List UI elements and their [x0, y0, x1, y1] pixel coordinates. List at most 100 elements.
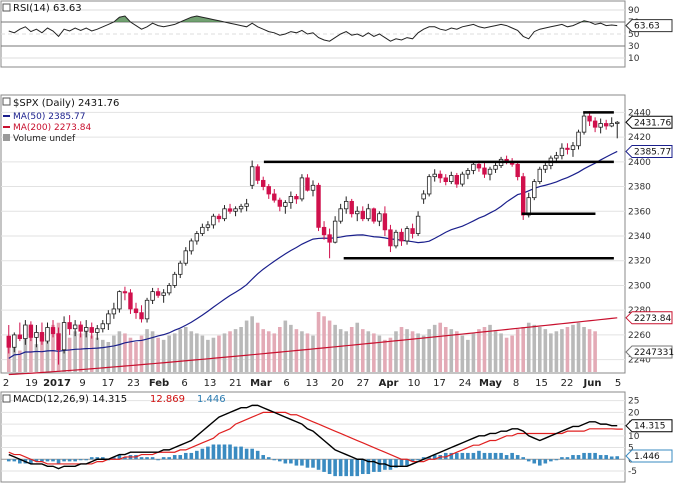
volume-bar: [244, 320, 249, 372]
candle: [404, 226, 410, 245]
volume-bar: [372, 333, 376, 372]
candle: [144, 297, 150, 323]
macd-histogram-bar: [305, 459, 310, 468]
volume-bar: [416, 333, 420, 372]
macd-histogram-bar: [455, 452, 459, 460]
candle: [12, 332, 17, 353]
macd-histogram-bar: [477, 450, 481, 460]
macd-histogram-bar: [427, 457, 431, 460]
candle: [371, 207, 377, 224]
volume-bar: [95, 337, 100, 372]
macd-histogram-bar: [294, 459, 299, 466]
last-price-tag: 2431.76: [625, 115, 673, 129]
candle: [609, 117, 614, 128]
macd-histogram-bar: [250, 448, 254, 460]
macd-histogram-bar: [266, 457, 271, 460]
candle: [244, 198, 249, 212]
volume-bar: [322, 316, 326, 372]
candle: [166, 282, 172, 296]
macd-histogram-bar: [460, 452, 465, 460]
macd-histogram-bar: [360, 459, 365, 475]
candle: [377, 211, 382, 227]
candle: [438, 170, 443, 183]
macd-histogram-bar: [355, 459, 360, 477]
macd-histogram-bar: [95, 457, 100, 460]
candle: [471, 161, 476, 175]
macd-histogram-bar: [377, 459, 382, 472]
price-tick-label: 2260: [628, 331, 651, 341]
volume-bar: [537, 327, 542, 372]
volume-bar: [233, 329, 238, 372]
x-tick-label: Mar: [250, 378, 272, 389]
macd-histogram-bar: [172, 455, 177, 460]
candle-series: [6, 111, 620, 365]
svg-text:1.446: 1.446: [634, 452, 660, 462]
volume-tag: 2247331: [625, 345, 674, 359]
ma200-label: MA(200) 2273.84: [13, 123, 91, 133]
price-label: $SPX (Daily) 2431.76: [13, 98, 119, 109]
candle: [349, 198, 354, 218]
volume-bar: [178, 329, 183, 372]
price-tick-label: 2320: [628, 257, 651, 267]
macd-histogram-bar: [609, 456, 614, 460]
macd-histogram-bar: [56, 459, 61, 464]
volume-bar: [167, 335, 171, 372]
volume-bar: [455, 331, 459, 372]
macd-tick-label: 5: [628, 444, 634, 454]
volume-bar: [560, 329, 564, 372]
macd-histogram-bar: [51, 459, 55, 462]
macd-panel: [0, 391, 626, 483]
x-tick-label: Apr: [379, 378, 399, 389]
volume-bar: [123, 333, 127, 372]
volume-bar: [499, 333, 503, 372]
macd-histogram-bar: [582, 452, 586, 460]
volume-bar: [255, 322, 260, 372]
volume-bar: [477, 329, 481, 372]
volume-bar: [67, 337, 72, 372]
candle: [17, 322, 23, 342]
candle: [449, 171, 454, 185]
volume-bar: [128, 337, 133, 372]
volume-bar: [195, 333, 199, 372]
candle: [565, 143, 570, 155]
ma50-label: MA(50) 2385.77: [13, 112, 85, 122]
macd-histogram-bar: [587, 452, 592, 460]
candle: [6, 325, 11, 354]
x-tick-label: 17: [433, 378, 446, 389]
candle: [277, 197, 283, 212]
candle: [581, 112, 587, 135]
macd-histogram-bar: [366, 459, 371, 475]
macd-histogram-bar: [571, 455, 575, 460]
macd-histogram-bar: [333, 459, 337, 477]
candle: [515, 161, 520, 181]
ma50-line: [8, 150, 618, 359]
price-tick-label: 2360: [628, 207, 651, 217]
candle: [388, 224, 393, 253]
volume-bar: [405, 329, 409, 372]
volume-bar: [526, 322, 531, 372]
volume-label: Volume undef: [13, 134, 76, 144]
volume-bar: [73, 331, 77, 372]
volume-bar: [311, 335, 315, 372]
candle: [56, 327, 61, 365]
volume-bar: [571, 324, 575, 372]
x-tick-label: 17: [102, 378, 115, 389]
macd-histogram-bar: [504, 455, 509, 460]
rsi-series: [8, 15, 618, 42]
macd-histogram-bar: [565, 457, 570, 460]
candle: [410, 223, 415, 239]
volume-bar: [582, 327, 586, 372]
volume-bar: [89, 335, 94, 372]
volume-bar: [217, 335, 221, 372]
volume-bar: [283, 320, 288, 372]
macd-histogram-bar: [593, 452, 597, 460]
volume-bar: [399, 327, 404, 372]
candle: [34, 325, 39, 348]
x-tick-label: 6: [283, 378, 289, 389]
candle: [50, 320, 56, 338]
candle: [172, 271, 177, 288]
candle: [222, 205, 227, 222]
macd-histogram-bar: [532, 459, 537, 464]
x-tick-label: 20: [331, 378, 344, 389]
volume-bar: [488, 324, 492, 372]
